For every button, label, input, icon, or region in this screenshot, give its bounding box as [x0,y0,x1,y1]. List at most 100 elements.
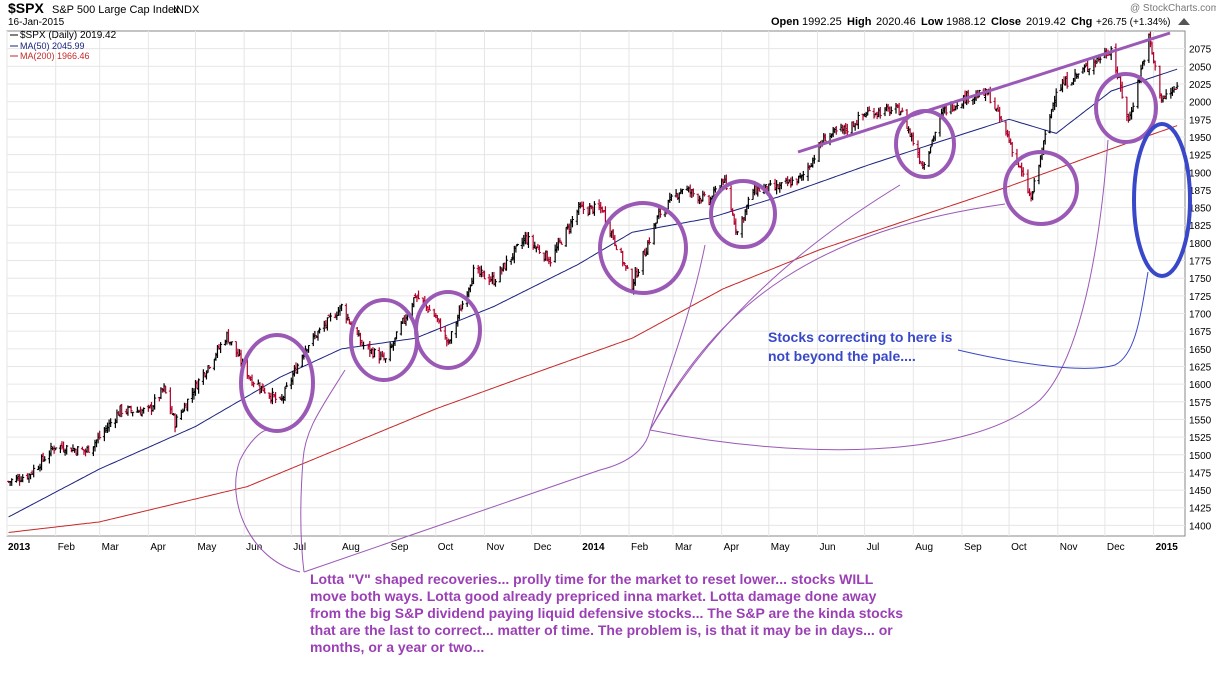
low-value: 1988.12 [946,16,986,28]
y-tick-label: 1750 [1189,274,1212,285]
y-tick-label: 1850 [1189,204,1212,215]
x-tick-label: 2014 [582,542,605,553]
x-tick-label: Jun [819,542,835,553]
legend-ma50: MA(50) 2045.99 [20,41,85,51]
x-tick-label: 2013 [8,542,31,553]
x-tick-label: Aug [915,542,933,553]
y-tick-label: 1800 [1189,239,1212,250]
y-tick-label: 2075 [1189,45,1212,56]
y-tick-label: 1575 [1189,398,1212,409]
x-tick-label: Sep [964,542,982,553]
y-tick-label: 1400 [1189,521,1212,532]
open-value: 1992.25 [802,16,842,28]
x-tick-label: Oct [438,542,454,553]
connector-curve [300,369,346,573]
x-tick-label: Apr [724,542,740,553]
v-recovery-circle [1003,150,1079,226]
y-tick-label: 2000 [1189,98,1212,109]
x-tick-label: Sep [391,542,409,553]
y-tick-label: 1450 [1189,486,1212,497]
y-tick-label: 1725 [1189,292,1212,303]
plot-area [6,30,1186,537]
copyright: @ StockCharts.com [1130,3,1216,14]
y-tick-label: 1675 [1189,327,1212,338]
y-tick-label: 2050 [1189,62,1212,73]
exchange: INDX [173,4,200,16]
x-tick-label: Mar [675,542,693,553]
connector-curve [649,244,706,431]
symbol: $SPX [8,0,44,16]
y-tick-label: 1825 [1189,221,1212,232]
purple-annotation: Lotta "V" shaped recoveries... prolly ti… [310,571,904,655]
ma200-line [8,125,1178,533]
y-tick-label: 1650 [1189,345,1212,356]
y-tick-label: 1600 [1189,380,1212,391]
x-tick-label: 2015 [1156,542,1179,553]
y-tick-label: 1975 [1189,115,1212,126]
x-tick-label: Aug [342,542,360,553]
ohlc-summary: Open 1992.25 High 2020.46 Low 1988.12 Cl… [771,16,1171,28]
blue-annotation: Stocks correcting to here is not beyond … [768,329,953,364]
connector-curve [649,203,1006,431]
y-tick-label: 1525 [1189,433,1212,444]
chart-date: 16-Jan-2015 [8,17,65,28]
close-label: Close [991,16,1021,28]
x-tick-label: Jul [293,542,306,553]
y-tick-label: 1550 [1189,415,1212,426]
scroll-up-icon[interactable] [1178,18,1190,25]
y-tick-label: 1875 [1189,186,1212,197]
blue-connector-curve [957,271,1149,369]
chg-label: Chg [1071,16,1092,28]
x-tick-label: Dec [1107,542,1125,553]
connector-curve [303,429,651,573]
correction-target-circle [1132,122,1192,278]
connector-curve [235,429,301,573]
legend: $SPX (Daily) 2019.42 MA(50) 2045.99 MA(2… [10,30,117,61]
low-label: Low [921,16,943,28]
x-tick-label: Dec [534,542,552,553]
v-recovery-circle [598,201,688,295]
chg-value: +26.75 (+1.34%) [1096,17,1171,28]
y-tick-label: 1625 [1189,362,1212,373]
legend-price: $SPX (Daily) 2019.42 [20,30,117,41]
x-tick-label: Feb [631,542,649,553]
v-recovery-circle [1094,72,1158,144]
high-label: High [847,16,872,28]
annotation-layer [235,31,1192,573]
high-value: 2020.46 [876,16,916,28]
x-tick-label: Mar [102,542,120,553]
x-tick-label: Feb [58,542,76,553]
v-recovery-circle [709,179,777,249]
x-tick-label: Nov [1060,542,1078,553]
x-tick-label: Jun [246,542,262,553]
y-tick-label: 1425 [1189,504,1212,515]
legend-ma200: MA(200) 1966.46 [20,51,90,61]
y-tick-label: 1950 [1189,133,1212,144]
y-tick-label: 2025 [1189,80,1212,91]
v-recovery-circle [414,290,482,370]
y-tick-label: 1900 [1189,168,1212,179]
x-tick-label: Oct [1011,542,1027,553]
y-axis: 1400 1425 1450 1475 1500 1525 1550 1575 1600 1625… [1189,45,1212,533]
close-value: 2019.42 [1026,16,1066,28]
ma50-polyline [8,68,1178,518]
x-tick-label: May [197,542,216,553]
y-tick-label: 1475 [1189,468,1212,479]
connector-curve [649,184,901,431]
resistance-trendline [797,31,1171,154]
v-recovery-circle [894,109,956,179]
x-tick-label: Jul [867,542,880,553]
x-axis: 2013 Feb Mar Apr May Jun Jul Aug Sep Oct Nov Dec 201… [8,542,1178,553]
y-tick-label: 1700 [1189,310,1212,321]
connector-curve [649,139,1109,451]
index-name: S&P 500 Large Cap Index [52,4,180,16]
y-tick-label: 1775 [1189,257,1212,268]
ma50-line [8,68,1178,518]
open-label: Open [771,16,799,28]
y-tick-label: 1925 [1189,151,1212,162]
x-tick-label: Apr [150,542,166,553]
x-tick-label: May [771,542,790,553]
v-recovery-circle [239,333,315,433]
x-tick-label: Nov [486,542,504,553]
